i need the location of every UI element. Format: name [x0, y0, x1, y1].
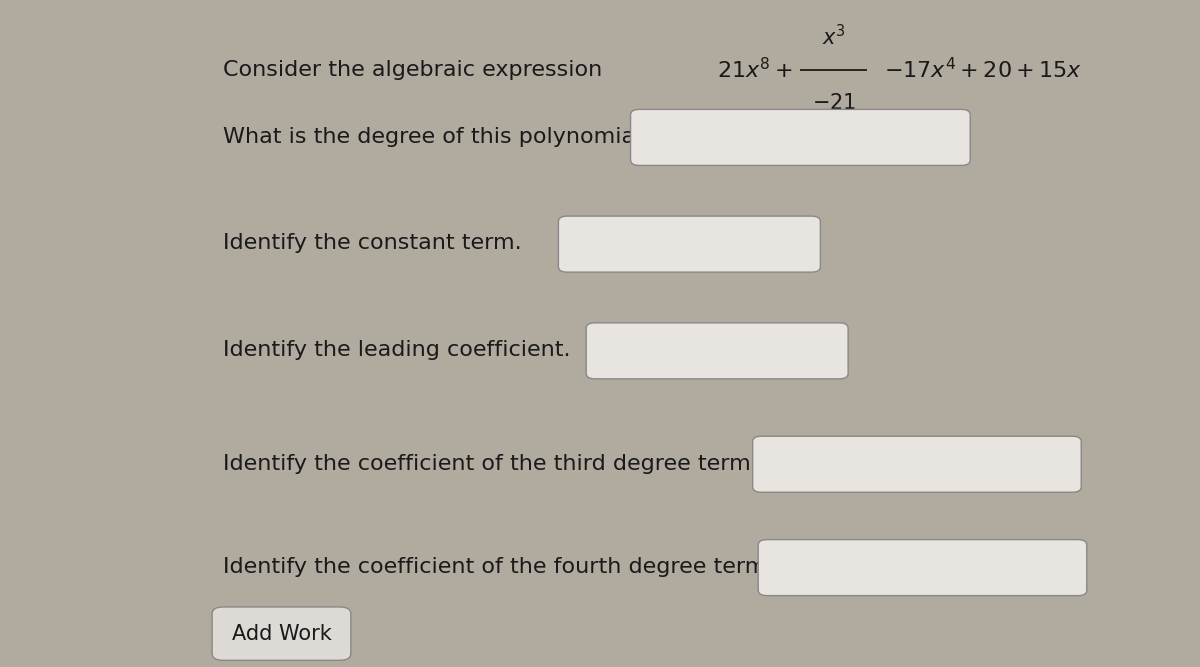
Text: Identify the coefficient of the fourth degree term.: Identify the coefficient of the fourth d… [223, 557, 774, 577]
Text: Add Work: Add Work [232, 624, 331, 644]
Text: Consider the algebraic expression: Consider the algebraic expression [223, 60, 610, 80]
FancyBboxPatch shape [752, 436, 1081, 492]
FancyBboxPatch shape [586, 323, 848, 379]
Text: $21x^8 +$: $21x^8 +$ [718, 57, 793, 83]
FancyBboxPatch shape [558, 216, 821, 272]
Text: $-21$: $-21$ [811, 93, 856, 113]
Text: Identify the constant term.: Identify the constant term. [223, 233, 522, 253]
Text: Identify the coefficient of the third degree term.: Identify the coefficient of the third de… [223, 454, 758, 474]
Text: Identify the leading coefficient.: Identify the leading coefficient. [223, 340, 571, 360]
FancyBboxPatch shape [212, 607, 350, 660]
Text: What is the degree of this polynomial?: What is the degree of this polynomial? [223, 127, 653, 147]
Text: $- 17x^4 + 20 + 15x$: $- 17x^4 + 20 + 15x$ [883, 57, 1082, 83]
FancyBboxPatch shape [630, 109, 971, 165]
FancyBboxPatch shape [758, 540, 1087, 596]
Text: $x^3$: $x^3$ [822, 24, 846, 49]
